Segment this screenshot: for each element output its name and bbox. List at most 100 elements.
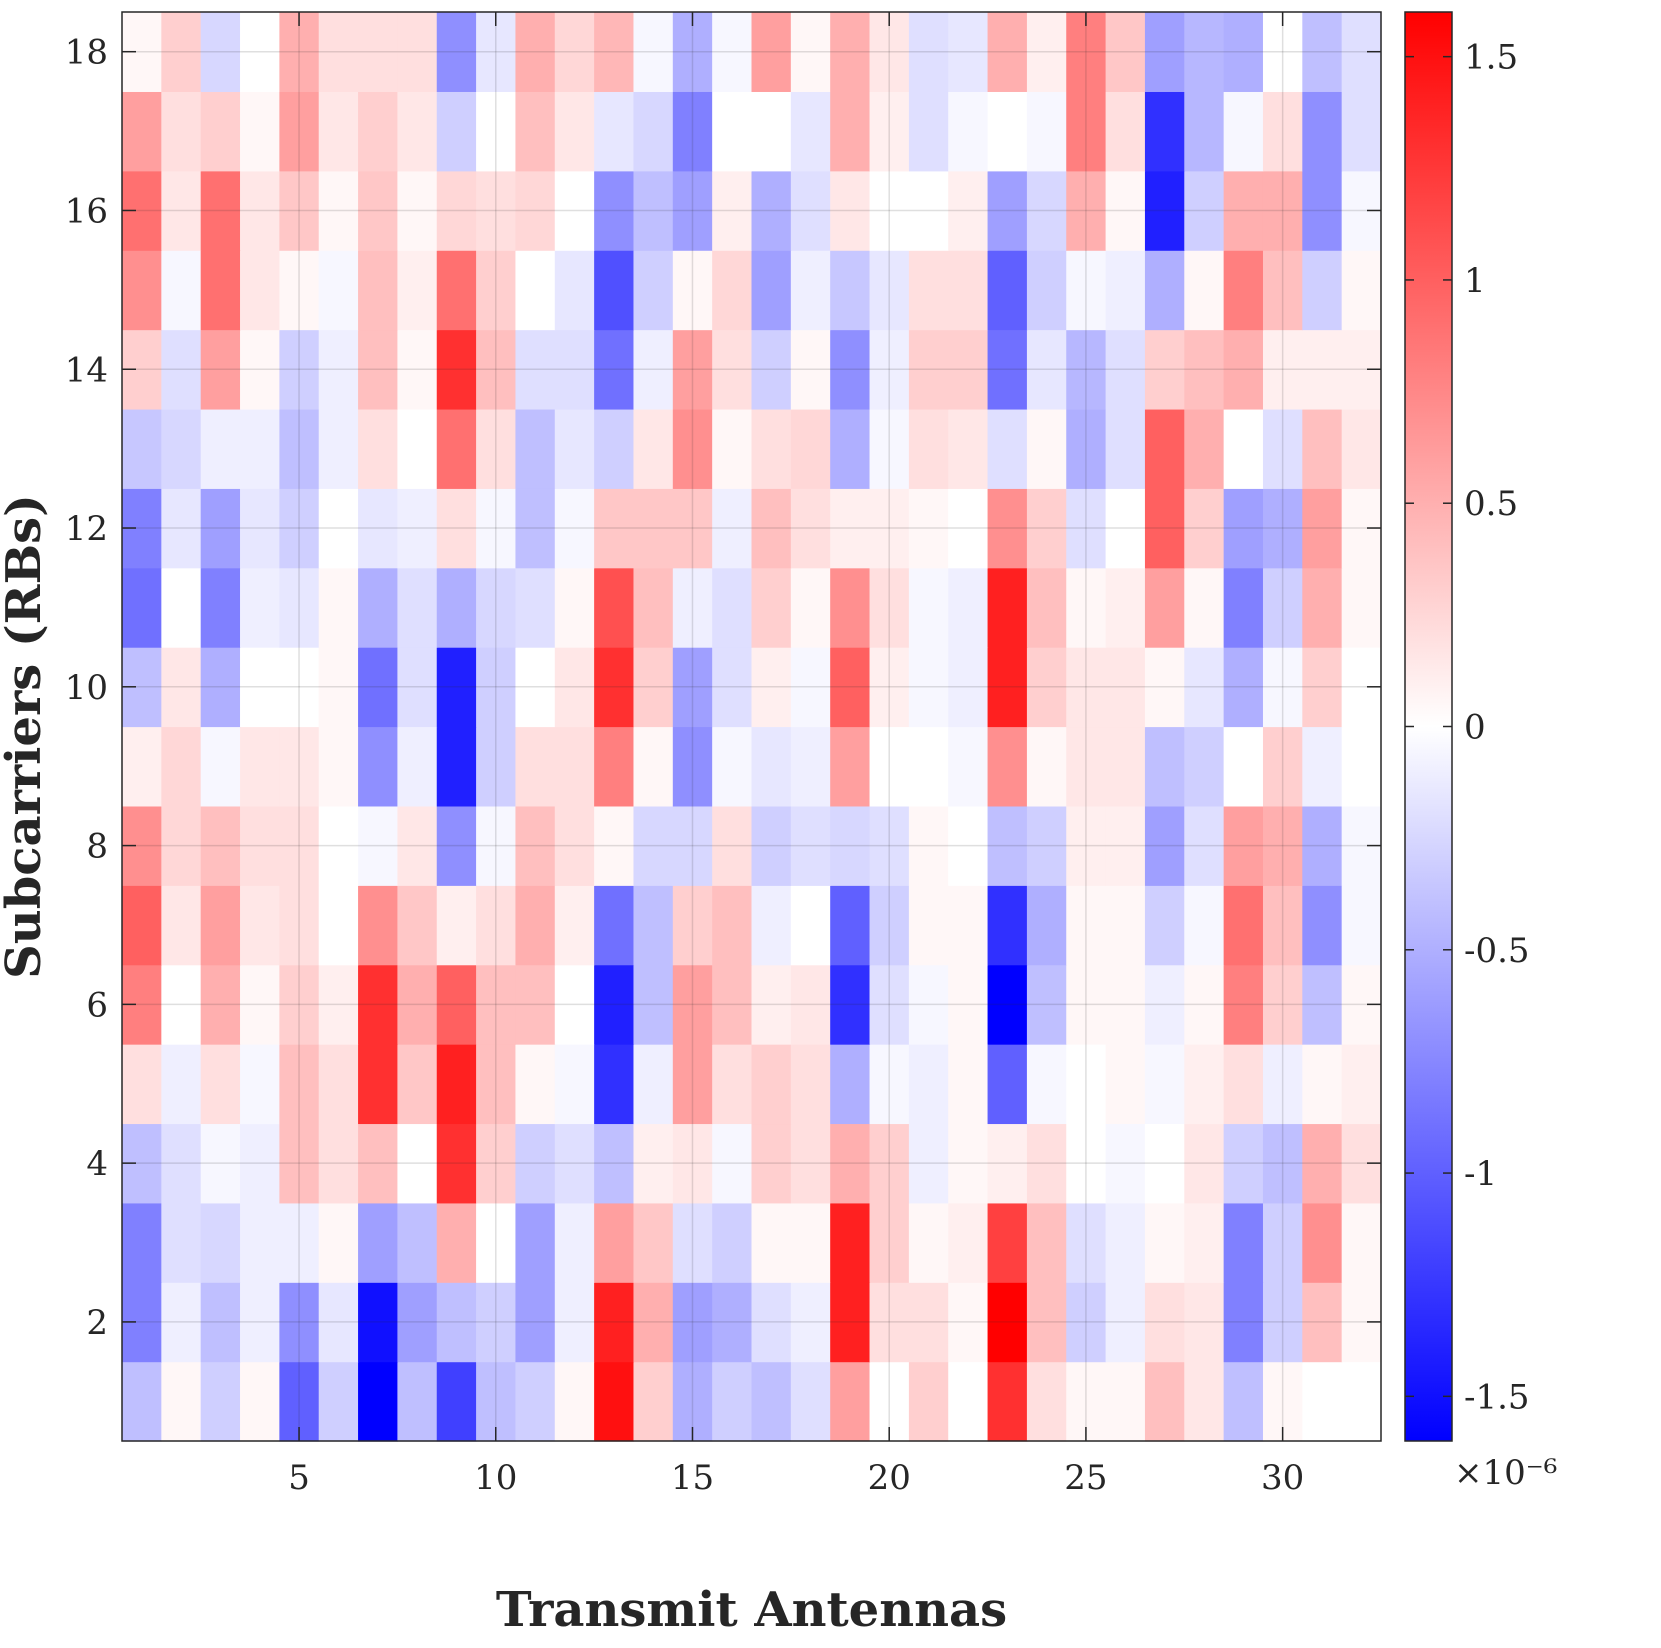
heatmap-cell	[712, 964, 753, 1045]
heatmap-cell	[161, 647, 202, 728]
heatmap-cell	[1026, 12, 1067, 92]
heatmap-cell	[790, 170, 831, 251]
heatmap-cell	[318, 91, 359, 172]
heatmap-cell	[751, 964, 792, 1045]
heatmap-cell	[318, 488, 359, 569]
x-tick-labels: 5 10 15 20 25 30	[288, 1458, 1304, 1498]
heatmap-cell	[948, 647, 989, 728]
heatmap-cell	[987, 885, 1028, 966]
heatmap-cell	[476, 805, 517, 886]
heatmap-cell	[712, 647, 753, 728]
heatmap-cell	[712, 1282, 753, 1363]
heatmap-cell	[594, 329, 635, 410]
heatmap-cell	[1105, 408, 1146, 489]
heatmap-cell	[1184, 1282, 1225, 1363]
heatmap-cell	[1223, 250, 1264, 331]
heatmap-cell	[633, 567, 674, 648]
heatmap-cell	[830, 1282, 871, 1363]
heatmap-cell	[200, 964, 241, 1045]
heatmap-cell	[1223, 805, 1264, 886]
heatmap-cell	[318, 1361, 359, 1442]
heatmap-cell	[987, 1282, 1028, 1363]
heatmap-cell	[672, 250, 713, 331]
heatmap-cell	[240, 1202, 280, 1283]
heatmap-cell	[515, 1361, 556, 1442]
heatmap-cell	[869, 647, 910, 728]
heatmap-cell	[1105, 567, 1146, 648]
heatmap-cell	[554, 1282, 595, 1363]
heatmap-cell	[476, 1044, 517, 1125]
heatmap-cell	[436, 12, 477, 92]
heatmap-cell	[318, 885, 359, 966]
heatmap-cell	[397, 567, 438, 648]
heatmap-cell	[712, 1361, 753, 1442]
heatmap-cell	[672, 1202, 713, 1283]
heatmap-cell	[712, 885, 753, 966]
heatmap-cell	[948, 1282, 989, 1363]
heatmap-cell	[1026, 1202, 1067, 1283]
heatmap-cell	[751, 1202, 792, 1283]
heatmap-cell	[161, 12, 202, 92]
heatmap-cell	[1105, 170, 1146, 251]
heatmap-cell	[397, 1361, 438, 1442]
heatmap-cell	[200, 329, 241, 410]
heatmap-cell	[1066, 91, 1107, 172]
heatmap-cell	[672, 885, 713, 966]
heatmap-cell	[594, 250, 635, 331]
heatmap-cell	[436, 1123, 477, 1204]
heatmap-cell	[358, 1361, 398, 1442]
heatmap-cell	[240, 1123, 280, 1204]
heatmap-cell	[1184, 885, 1225, 966]
heatmap-cell	[240, 726, 280, 807]
heatmap-cell	[476, 1202, 517, 1283]
heatmap-cell	[476, 647, 517, 728]
heatmap-cell	[869, 805, 910, 886]
heatmap-cell	[240, 885, 280, 966]
heatmap-cell	[515, 1202, 556, 1283]
heatmap-cell	[594, 1282, 635, 1363]
colorbar-tick-label: -0.5	[1464, 931, 1530, 971]
heatmap-cell	[1223, 567, 1264, 648]
heatmap-cell	[594, 1361, 635, 1442]
heatmap-cell	[240, 488, 280, 569]
heatmap-cell	[161, 408, 202, 489]
heatmap-cell	[948, 329, 989, 410]
heatmap-cell	[712, 1044, 753, 1125]
heatmap-cell	[1341, 1361, 1382, 1442]
heatmap-cell	[358, 250, 398, 331]
heatmap-cell	[1026, 91, 1067, 172]
heatmap-cell	[987, 1202, 1028, 1283]
heatmap-cell	[279, 885, 320, 966]
heatmap-cell	[908, 12, 949, 92]
heatmap-cell	[397, 408, 438, 489]
heatmap-cell	[240, 647, 280, 728]
heatmap-cell	[279, 329, 320, 410]
heatmap-cell	[436, 647, 477, 728]
heatmap-cell	[122, 1202, 162, 1283]
heatmap-cell	[436, 329, 477, 410]
heatmap-cell	[908, 964, 949, 1045]
heatmap-cell	[515, 567, 556, 648]
heatmap-cell	[948, 567, 989, 648]
heatmap-cell	[279, 408, 320, 489]
heatmap-cell	[1302, 885, 1343, 966]
heatmap-cell	[200, 408, 241, 489]
heatmap-cell	[436, 91, 477, 172]
heatmap-cell	[515, 1282, 556, 1363]
heatmap-cell	[476, 964, 517, 1045]
heatmap-cell	[240, 91, 280, 172]
heatmap-cell	[987, 726, 1028, 807]
heatmap-cell	[1184, 726, 1225, 807]
heatmap-cell	[1223, 1202, 1264, 1283]
heatmap-cell	[633, 1282, 674, 1363]
heatmap-cell	[1302, 250, 1343, 331]
heatmap-cell	[1184, 329, 1225, 410]
heatmap-cell	[1144, 647, 1185, 728]
heatmap-cell	[318, 1123, 359, 1204]
heatmap-cell	[358, 170, 398, 251]
heatmap-cell	[712, 408, 753, 489]
heatmap-cells	[122, 12, 1382, 1442]
heatmap-cell	[751, 12, 792, 92]
heatmap-cell	[515, 250, 556, 331]
heatmap-cell	[240, 964, 280, 1045]
